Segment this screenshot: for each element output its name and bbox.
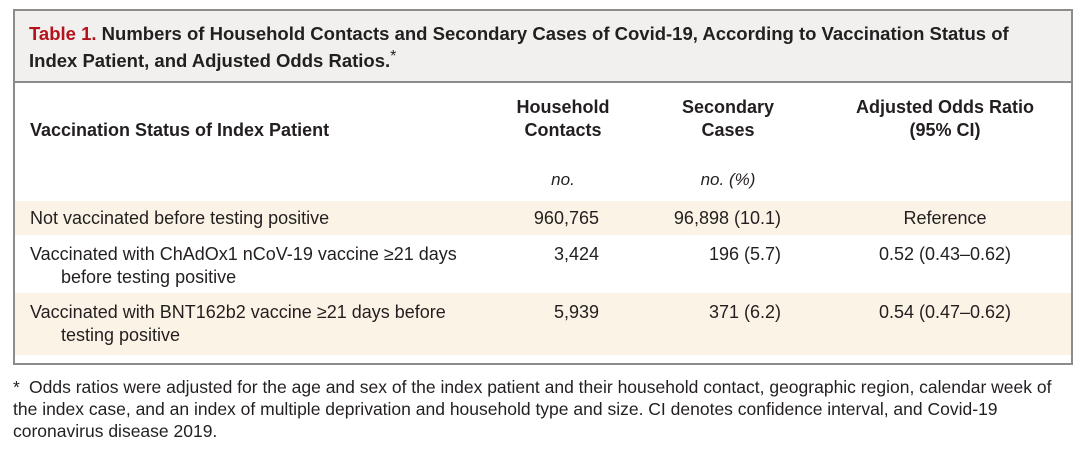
row-contacts: 960,765 — [533, 208, 599, 228]
row-contacts: 5,939 — [553, 302, 599, 322]
caption-footnote-marker: * — [390, 48, 397, 65]
table-title: Numbers of Household Contacts and Second… — [29, 23, 1009, 71]
row-contacts: 3,424 — [553, 244, 599, 264]
row-status: Vaccinated with BNT162b2 vaccine ≥21 day… — [30, 302, 446, 345]
header-household-contacts: Household Contacts — [516, 97, 610, 140]
table-label: Table 1. — [29, 23, 97, 44]
row-cases: 96,898 (10.1) — [673, 208, 781, 228]
header-secondary-cases: Secondary Cases — [681, 97, 775, 140]
footnote-marker: * — [13, 377, 20, 397]
footnote-text: Odds ratios were adjusted for the age an… — [13, 377, 1052, 441]
table-row: Not vaccinated before testing positive 9… — [15, 201, 1071, 235]
table-row: Vaccinated with ChAdOx1 nCoV-19 vaccine … — [15, 235, 1071, 293]
row-cases: 196 (5.7) — [708, 244, 781, 264]
table-footnote: * Odds ratios were adjusted for the age a… — [13, 376, 1075, 442]
header-adjusted-odds-ratio: Adjusted Odds Ratio (95% CI) — [855, 97, 1034, 140]
unit-household-contacts: no. — [551, 170, 575, 189]
row-cases: 371 (6.2) — [708, 302, 781, 322]
unit-secondary-cases: no. (%) — [700, 170, 756, 189]
table-caption: Table 1. Numbers of Household Contacts a… — [15, 11, 1071, 83]
table-row: Vaccinated with BNT162b2 vaccine ≥21 day… — [15, 293, 1071, 355]
row-odds-ratio: 0.52 (0.43–0.62) — [878, 244, 1012, 264]
row-status: Vaccinated with ChAdOx1 nCoV-19 vaccine … — [30, 244, 457, 287]
header-vaccination-status: Vaccination Status of Index Patient — [30, 120, 330, 140]
table-container: Table 1. Numbers of Household Contacts a… — [13, 9, 1073, 365]
row-status: Not vaccinated before testing positive — [30, 208, 330, 228]
row-odds-ratio: 0.54 (0.47–0.62) — [878, 302, 1012, 322]
row-odds-ratio: Reference — [903, 208, 987, 228]
